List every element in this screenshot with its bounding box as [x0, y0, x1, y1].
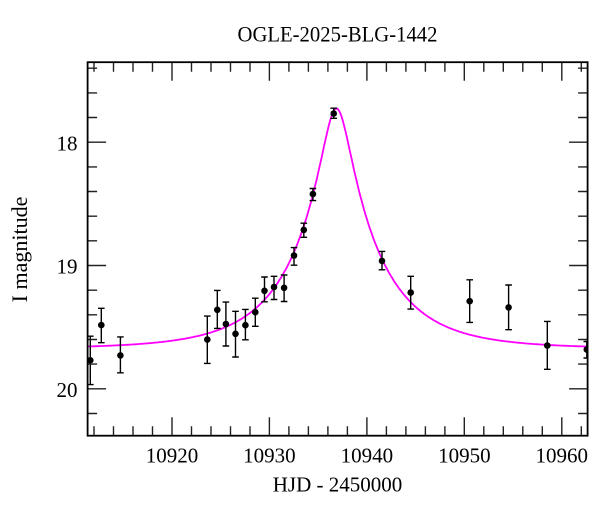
svg-text:I magnitude: I magnitude	[7, 197, 32, 303]
svg-text:10960: 10960	[536, 444, 589, 468]
svg-text:19: 19	[57, 255, 78, 279]
svg-text:10950: 10950	[438, 444, 491, 468]
svg-text:10940: 10940	[341, 444, 394, 468]
svg-text:18: 18	[57, 131, 78, 155]
svg-text:10930: 10930	[243, 444, 296, 468]
svg-text:OGLE-2025-BLG-1442: OGLE-2025-BLG-1442	[238, 21, 438, 46]
svg-text:10920: 10920	[146, 444, 199, 468]
svg-text:HJD - 2450000: HJD - 2450000	[273, 473, 403, 497]
svg-text:20: 20	[57, 378, 78, 402]
